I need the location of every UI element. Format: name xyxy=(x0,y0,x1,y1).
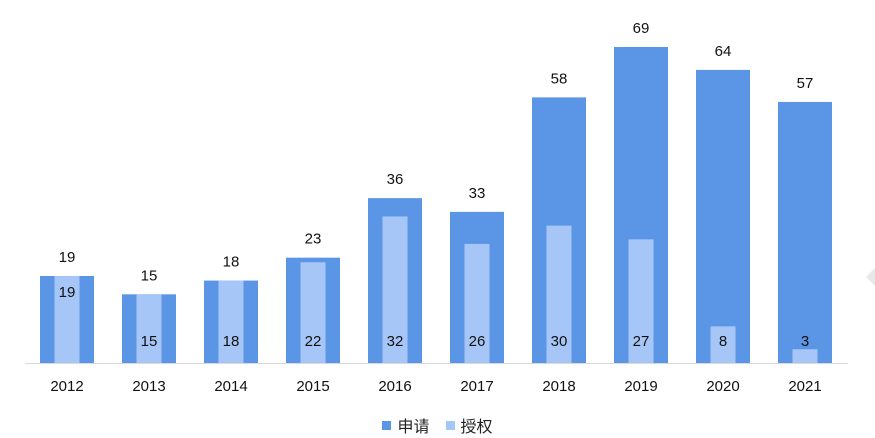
x-tick-label-2017: 2017 xyxy=(460,378,493,395)
page-edge-decoration xyxy=(866,268,875,286)
legend-swatch-apply xyxy=(382,420,392,430)
bars-layer xyxy=(40,47,832,364)
data-label-grant-2019: 27 xyxy=(633,333,650,350)
data-label-apply-2012: 19 xyxy=(59,249,76,266)
data-label-grant-2012: 19 xyxy=(59,284,76,301)
x-tick-label-2013: 2013 xyxy=(132,378,165,395)
data-label-apply-2016: 36 xyxy=(387,171,404,188)
bar-grant-2016 xyxy=(382,216,408,363)
data-label-grant-2014: 18 xyxy=(223,333,240,350)
bar-grant-2017 xyxy=(464,243,490,363)
data-label-grant-2020: 8 xyxy=(719,333,727,350)
bar-grant-2012 xyxy=(54,275,80,363)
bar-grant-2015 xyxy=(300,262,326,363)
data-label-apply-2020: 64 xyxy=(715,43,732,60)
data-label-grant-2015: 22 xyxy=(305,333,322,350)
bar-grant-2020 xyxy=(710,326,736,363)
data-label-grant-2018: 30 xyxy=(551,333,568,350)
bar-grant-2018 xyxy=(546,225,572,363)
legend: 申请 授权 xyxy=(0,414,875,436)
data-label-apply-2018: 58 xyxy=(551,70,568,87)
data-label-grant-2017: 26 xyxy=(469,333,486,350)
x-tick-label-2019: 2019 xyxy=(624,378,657,395)
x-tick-label-2020: 2020 xyxy=(706,378,739,395)
data-label-apply-2014: 18 xyxy=(223,254,240,271)
data-label-grant-2016: 32 xyxy=(387,333,404,350)
bar-grant-2019 xyxy=(628,239,654,363)
x-tick-label-2015: 2015 xyxy=(296,378,329,395)
legend-swatch-grant xyxy=(445,420,455,430)
legend-label-apply: 申请 xyxy=(397,417,430,436)
bar-grant-2013 xyxy=(136,294,162,363)
x-tick-label-2012: 2012 xyxy=(50,378,83,395)
legend-item-grant: 授权 xyxy=(445,413,493,437)
data-label-apply-2019: 69 xyxy=(633,20,650,37)
data-label-grant-2013: 15 xyxy=(141,333,158,350)
x-tick-label-2018: 2018 xyxy=(542,378,575,395)
bar-grant-2021 xyxy=(792,349,818,363)
data-label-apply-2015: 23 xyxy=(305,231,322,248)
labels-layer: 19 19 2012 15 15 2013 18 18 2014 23 22 2015 36 32 2016… xyxy=(50,20,821,395)
data-label-grant-2021: 3 xyxy=(801,333,809,350)
bar-grant-2014 xyxy=(218,280,244,363)
x-tick-label-2021: 2021 xyxy=(788,378,821,395)
data-label-apply-2017: 33 xyxy=(469,185,486,202)
legend-item-apply: 申请 xyxy=(382,413,430,437)
bar-apply-2020 xyxy=(696,69,750,363)
data-label-apply-2021: 57 xyxy=(797,75,814,92)
legend-label-grant: 授权 xyxy=(460,417,493,436)
data-label-apply-2013: 15 xyxy=(141,267,158,284)
x-tick-label-2014: 2014 xyxy=(214,378,247,395)
x-tick-label-2016: 2016 xyxy=(378,378,411,395)
bar-apply-2021 xyxy=(778,101,832,364)
